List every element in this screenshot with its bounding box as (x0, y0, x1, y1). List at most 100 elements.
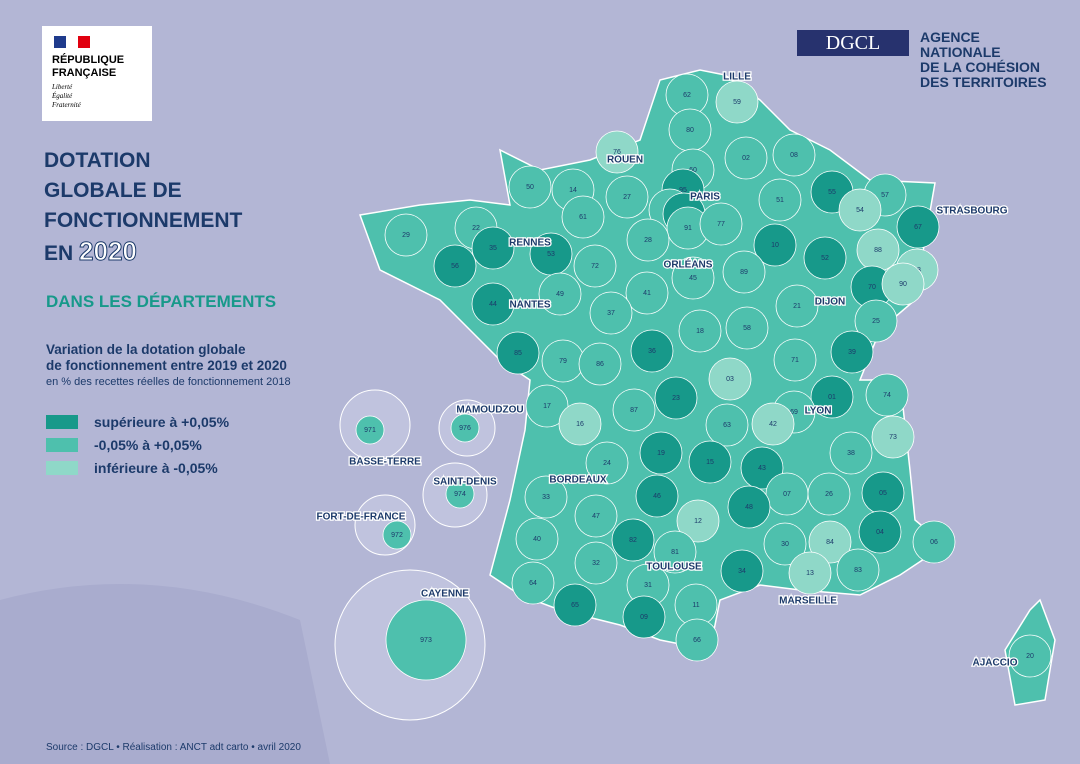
department (788, 551, 832, 595)
department-code: 07 (783, 491, 791, 498)
department-code: 65 (571, 602, 579, 609)
department (385, 599, 467, 681)
city-label: DIJON (815, 297, 846, 308)
department (829, 431, 873, 475)
department-code: 74 (883, 392, 891, 399)
department-code: 21 (793, 303, 801, 310)
department-code: 82 (629, 537, 637, 544)
department (654, 376, 698, 420)
department-code: 62 (683, 92, 691, 99)
department (699, 202, 743, 246)
department (445, 479, 475, 509)
department (355, 415, 385, 445)
department-code: 10 (771, 242, 779, 249)
department (675, 618, 719, 662)
department-code: 55 (828, 189, 836, 196)
legend-item: -0,05% à +0,05% (46, 433, 229, 456)
department (382, 520, 412, 550)
department-code: 40 (533, 536, 541, 543)
department-code: 02 (742, 155, 750, 162)
department-code: 57 (881, 192, 889, 199)
department-code: 67 (914, 224, 922, 231)
title-line: DOTATION (44, 149, 151, 172)
department-code: 37 (607, 310, 615, 317)
city-label: CAYENNE (421, 589, 469, 600)
department (751, 402, 795, 446)
department (724, 136, 768, 180)
department-code: 66 (693, 637, 701, 644)
department (708, 357, 752, 401)
department (585, 441, 629, 485)
legend: supérieure à +0,05% -0,05% à +0,05% inféri… (46, 410, 229, 479)
agency-name: DES TERRITOIRES (920, 74, 1047, 90)
agency-name: AGENCE (920, 29, 980, 45)
department-code: 14 (569, 187, 577, 194)
department-code: 72 (591, 263, 599, 270)
department-code: 23 (672, 395, 680, 402)
department-code: 12 (694, 518, 702, 525)
department (763, 522, 807, 566)
department (630, 329, 674, 373)
department-code: 974 (454, 491, 466, 498)
department-code: 45 (689, 275, 697, 282)
department (626, 218, 670, 262)
department-code: 06 (930, 539, 938, 546)
department (775, 284, 819, 328)
department (538, 272, 582, 316)
department-code: 50 (526, 184, 534, 191)
department-code: 95 (679, 187, 687, 194)
department-code: 05 (879, 490, 887, 497)
city-label: LYON (805, 406, 832, 417)
department-code: 41 (643, 290, 651, 297)
department-code: 27 (623, 194, 631, 201)
flag (54, 36, 90, 48)
department (803, 236, 847, 280)
department (671, 256, 715, 300)
department (830, 330, 874, 374)
department-code: 20 (1026, 653, 1034, 660)
department (574, 494, 618, 538)
department-code: 49 (556, 291, 564, 298)
department (836, 548, 880, 592)
agency-name: NATIONALE (920, 44, 1001, 60)
agency-name: DE LA COHÉSION (920, 59, 1041, 75)
department (433, 244, 477, 288)
city-label: PARIS (690, 192, 720, 203)
department-code: 69 (790, 409, 798, 416)
department (508, 165, 552, 209)
city-label: FORT-DE-FRANCE (317, 512, 406, 523)
department (622, 595, 666, 639)
department-code: 87 (630, 407, 638, 414)
department (676, 499, 720, 543)
department (1008, 634, 1052, 678)
department-code: 63 (723, 422, 731, 429)
department-code: 03 (726, 376, 734, 383)
department (558, 402, 602, 446)
department (720, 549, 764, 593)
department-code: 64 (529, 580, 537, 587)
department-code: 976 (459, 425, 471, 432)
source: Source : DGCL • Réalisation : ANCT adt c… (46, 742, 301, 753)
department (727, 485, 771, 529)
department-code: 88 (874, 247, 882, 254)
department-code: 38 (847, 450, 855, 457)
department-code: 60 (689, 167, 697, 174)
department-code: 08 (790, 152, 798, 159)
department (807, 472, 851, 516)
department-code: 34 (738, 568, 746, 575)
motto: Liberté (52, 83, 73, 91)
department (810, 375, 854, 419)
department (635, 474, 679, 518)
department (688, 440, 732, 484)
department-code: 09 (640, 614, 648, 621)
legend-swatch (46, 460, 78, 475)
department-code: 28 (644, 237, 652, 244)
department-code: 971 (364, 427, 376, 434)
city-label: SAINT-DENIS (433, 477, 497, 488)
department-code: 70 (868, 284, 876, 291)
department (525, 384, 569, 428)
legend-title: Variation de la dotation globale (46, 342, 246, 357)
department-code: 77 (717, 221, 725, 228)
department (578, 342, 622, 386)
department (625, 271, 669, 315)
